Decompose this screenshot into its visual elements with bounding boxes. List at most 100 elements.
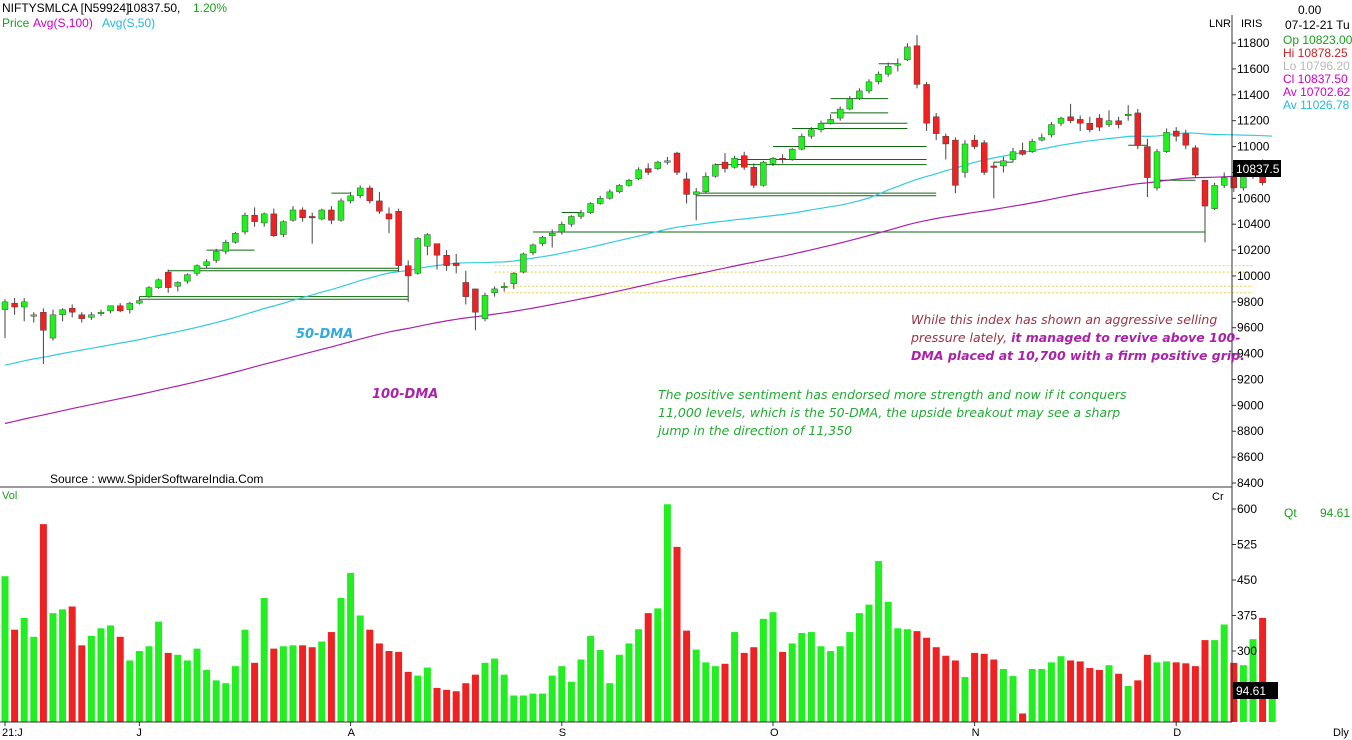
volume-bar [20,617,28,722]
price-tick-label: 8800 [1237,424,1264,438]
volume-bar [1172,662,1180,722]
volume-bar [836,646,844,722]
candle-body [357,187,364,196]
candle-body [1163,132,1170,152]
volume-bar [769,612,777,722]
candle [606,189,613,200]
candle-body [1172,130,1180,137]
candle [222,239,230,254]
volume-bar [164,652,172,722]
volume-bar [155,621,163,722]
candle-body [731,158,738,168]
candle-body [328,209,335,221]
candle-body [568,216,575,225]
volume-bar [423,667,431,722]
volume-bar [1076,661,1084,722]
volume-bar [663,504,671,722]
candle-body [241,214,249,233]
candle-body [366,187,373,202]
candle [433,243,441,270]
candle-body [481,295,489,319]
volume-tick-label: 300 [1237,644,1257,658]
volume-bar [855,613,863,722]
candle-body [11,302,18,308]
volume-bar [961,677,969,722]
candle-body [424,234,431,247]
candle [664,156,671,165]
x-tick-label: O [770,727,779,739]
red-note-line2: pressure lately, it managed to revive ab… [910,330,1240,345]
volume-bar [827,651,835,722]
candle-body [472,288,479,313]
candle [693,187,700,221]
candle [961,140,969,178]
volume-tick-label: 600 [1237,502,1257,516]
volume-bar [433,687,441,722]
volume-bar [318,641,326,722]
chart-last-price: 10837.50, [127,1,180,15]
volume-bar [414,675,422,722]
candle-body [68,308,76,313]
volume-bar [654,608,662,722]
volume-bar [740,652,748,722]
candle [865,79,873,94]
volume-bar [1124,686,1132,722]
candle-body [597,198,604,204]
volume-bar [356,615,364,722]
candle [808,127,815,139]
candle-body [164,271,172,288]
candle-body [145,287,153,297]
volume-bar [846,632,854,722]
candle-body [961,143,969,173]
candle-body [1144,146,1151,178]
info-row-label: Av [1283,98,1297,112]
volume-bar [788,643,796,722]
volume-bar [404,671,412,722]
candle [616,184,623,194]
price-tick-label: 9600 [1237,321,1264,335]
candle [933,112,940,141]
red-note-line3: DMA placed at 10,700 with a firm positiv… [911,348,1245,363]
price-tick-label: 11000 [1237,140,1270,154]
volume-bar [539,693,547,722]
volume-bar [260,597,268,722]
candle [78,312,86,323]
candle [261,212,268,227]
candle-body [107,305,114,312]
volume-bar [337,597,345,722]
price-tag [1233,160,1281,177]
volume-bar [375,643,383,722]
volume-bar [567,681,575,722]
volume-bar [11,629,19,722]
volume-bar [1105,665,1113,722]
candle [990,162,997,199]
volume-bar [145,646,153,722]
volume-tick-label: 375 [1237,609,1257,623]
info-row-value: 10823.00 [1299,33,1352,47]
candle-body [88,314,95,318]
candle-body [193,265,201,274]
candle [1124,105,1132,121]
info-row: Hi 10878.25 [1283,46,1348,60]
info-row: Cl 10837.50 [1283,72,1348,86]
info-row-label: Cl [1283,72,1294,86]
price-tick-label: 10200 [1237,243,1271,257]
candle-body [1134,112,1142,146]
volume-tag [1233,682,1278,699]
candle [1076,115,1084,132]
volume-bar [87,635,95,722]
candle [376,191,383,214]
candle [1201,180,1209,243]
x-tick-label: 21:J [2,727,23,739]
candle [558,221,565,235]
candle-body [779,158,786,160]
candle-body [1105,120,1113,125]
candle-body [1019,150,1026,155]
volume-bar [193,648,201,722]
candle-body [616,185,623,193]
candle-body [1048,124,1055,136]
candle-body [232,233,239,243]
candle-body [433,243,441,256]
volume-bar [759,618,767,722]
